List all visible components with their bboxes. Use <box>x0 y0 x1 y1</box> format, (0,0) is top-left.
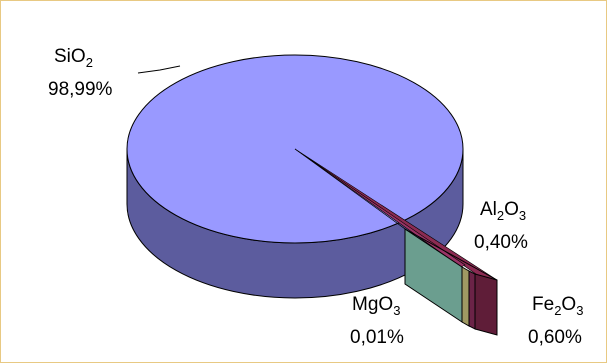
mgo3-slice-side <box>461 266 470 327</box>
exploded-slices-top-edge <box>404 228 498 281</box>
mgo3-name-label: MgO3 <box>352 294 400 318</box>
fe2o3-slice-side <box>474 273 498 336</box>
fe2o3-value-label: 0,60% <box>528 327 582 348</box>
al2o3-slice-top <box>294 148 466 268</box>
al2o3-name-label: Al2O3 <box>480 199 526 223</box>
sio2-value-label: 98,99% <box>48 79 113 100</box>
al2o3-value-label: 0,40% <box>474 232 528 253</box>
fe2o3-name-label: Fe2O3 <box>532 294 583 318</box>
sio2-name-label: SiO2 <box>54 46 93 70</box>
sio2-leader-line <box>137 65 181 74</box>
pie-slices <box>126 54 498 336</box>
al2o3-slice-side <box>468 270 476 330</box>
mgo3-value-label: 0,01% <box>350 327 404 348</box>
